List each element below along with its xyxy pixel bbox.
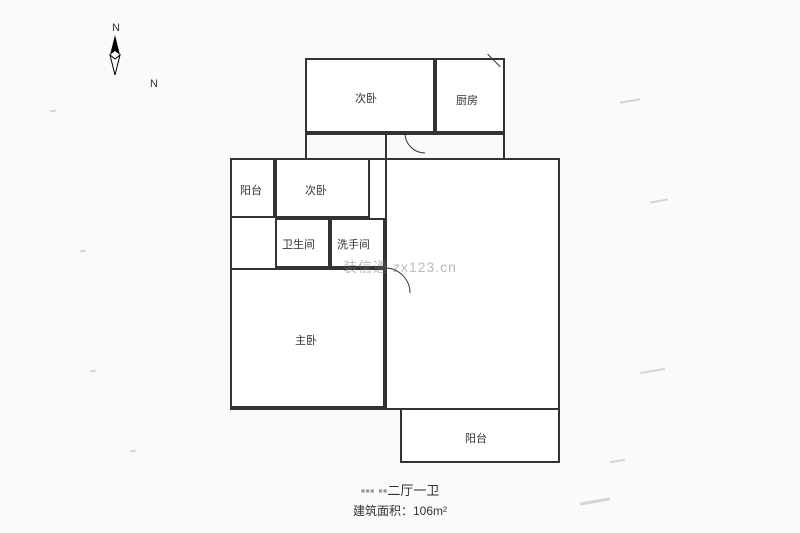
label-washroom: 洗手间 <box>337 236 370 252</box>
label-master-bedroom: 主卧 <box>295 332 317 348</box>
area-label: 建筑面积： <box>353 504 413 518</box>
wall-top-left-stub <box>305 133 307 160</box>
label-bathroom: 卫生间 <box>282 236 315 252</box>
wall-vertical-divider <box>385 133 387 408</box>
wall-left-stub <box>230 218 232 268</box>
artifact-noise <box>650 198 668 203</box>
area-text: 建筑面积：106m² <box>353 502 447 519</box>
compass-n-top: N <box>112 22 120 34</box>
label-secondary-bedroom-top: 次卧 <box>355 90 377 106</box>
artifact-noise <box>610 459 625 464</box>
floor-plan-canvas: N N 次卧 厨房 阳台 次卧 卫生间 洗手间 主卧 阳台 装信通 <box>0 0 800 533</box>
artifact-noise <box>580 497 610 505</box>
wall-master-bottom <box>230 408 385 410</box>
artifact-noise <box>80 249 86 252</box>
layout-title: ▪▪▪ ▪▪二厅一卫 <box>361 480 440 499</box>
wall-top-connector <box>305 133 505 135</box>
label-kitchen: 厨房 <box>456 92 478 108</box>
wall-right-entry <box>558 158 560 188</box>
compass-icon <box>100 35 130 75</box>
compass-n-side: N <box>150 78 158 90</box>
wall-top-right-stub <box>503 133 505 160</box>
label-secondary-bedroom-mid: 次卧 <box>305 182 327 198</box>
layout-title-text: 二厅一卫 <box>387 483 439 498</box>
artifact-noise <box>50 109 56 112</box>
label-balcony-left: 阳台 <box>240 182 262 198</box>
label-balcony-bottom: 阳台 <box>465 430 487 446</box>
artifact-noise <box>90 369 96 372</box>
area-value: 106m² <box>413 504 447 518</box>
artifact-noise <box>130 449 136 452</box>
artifact-noise <box>620 98 640 103</box>
artifact-noise <box>640 368 665 374</box>
wall-left-stub2 <box>275 218 277 268</box>
